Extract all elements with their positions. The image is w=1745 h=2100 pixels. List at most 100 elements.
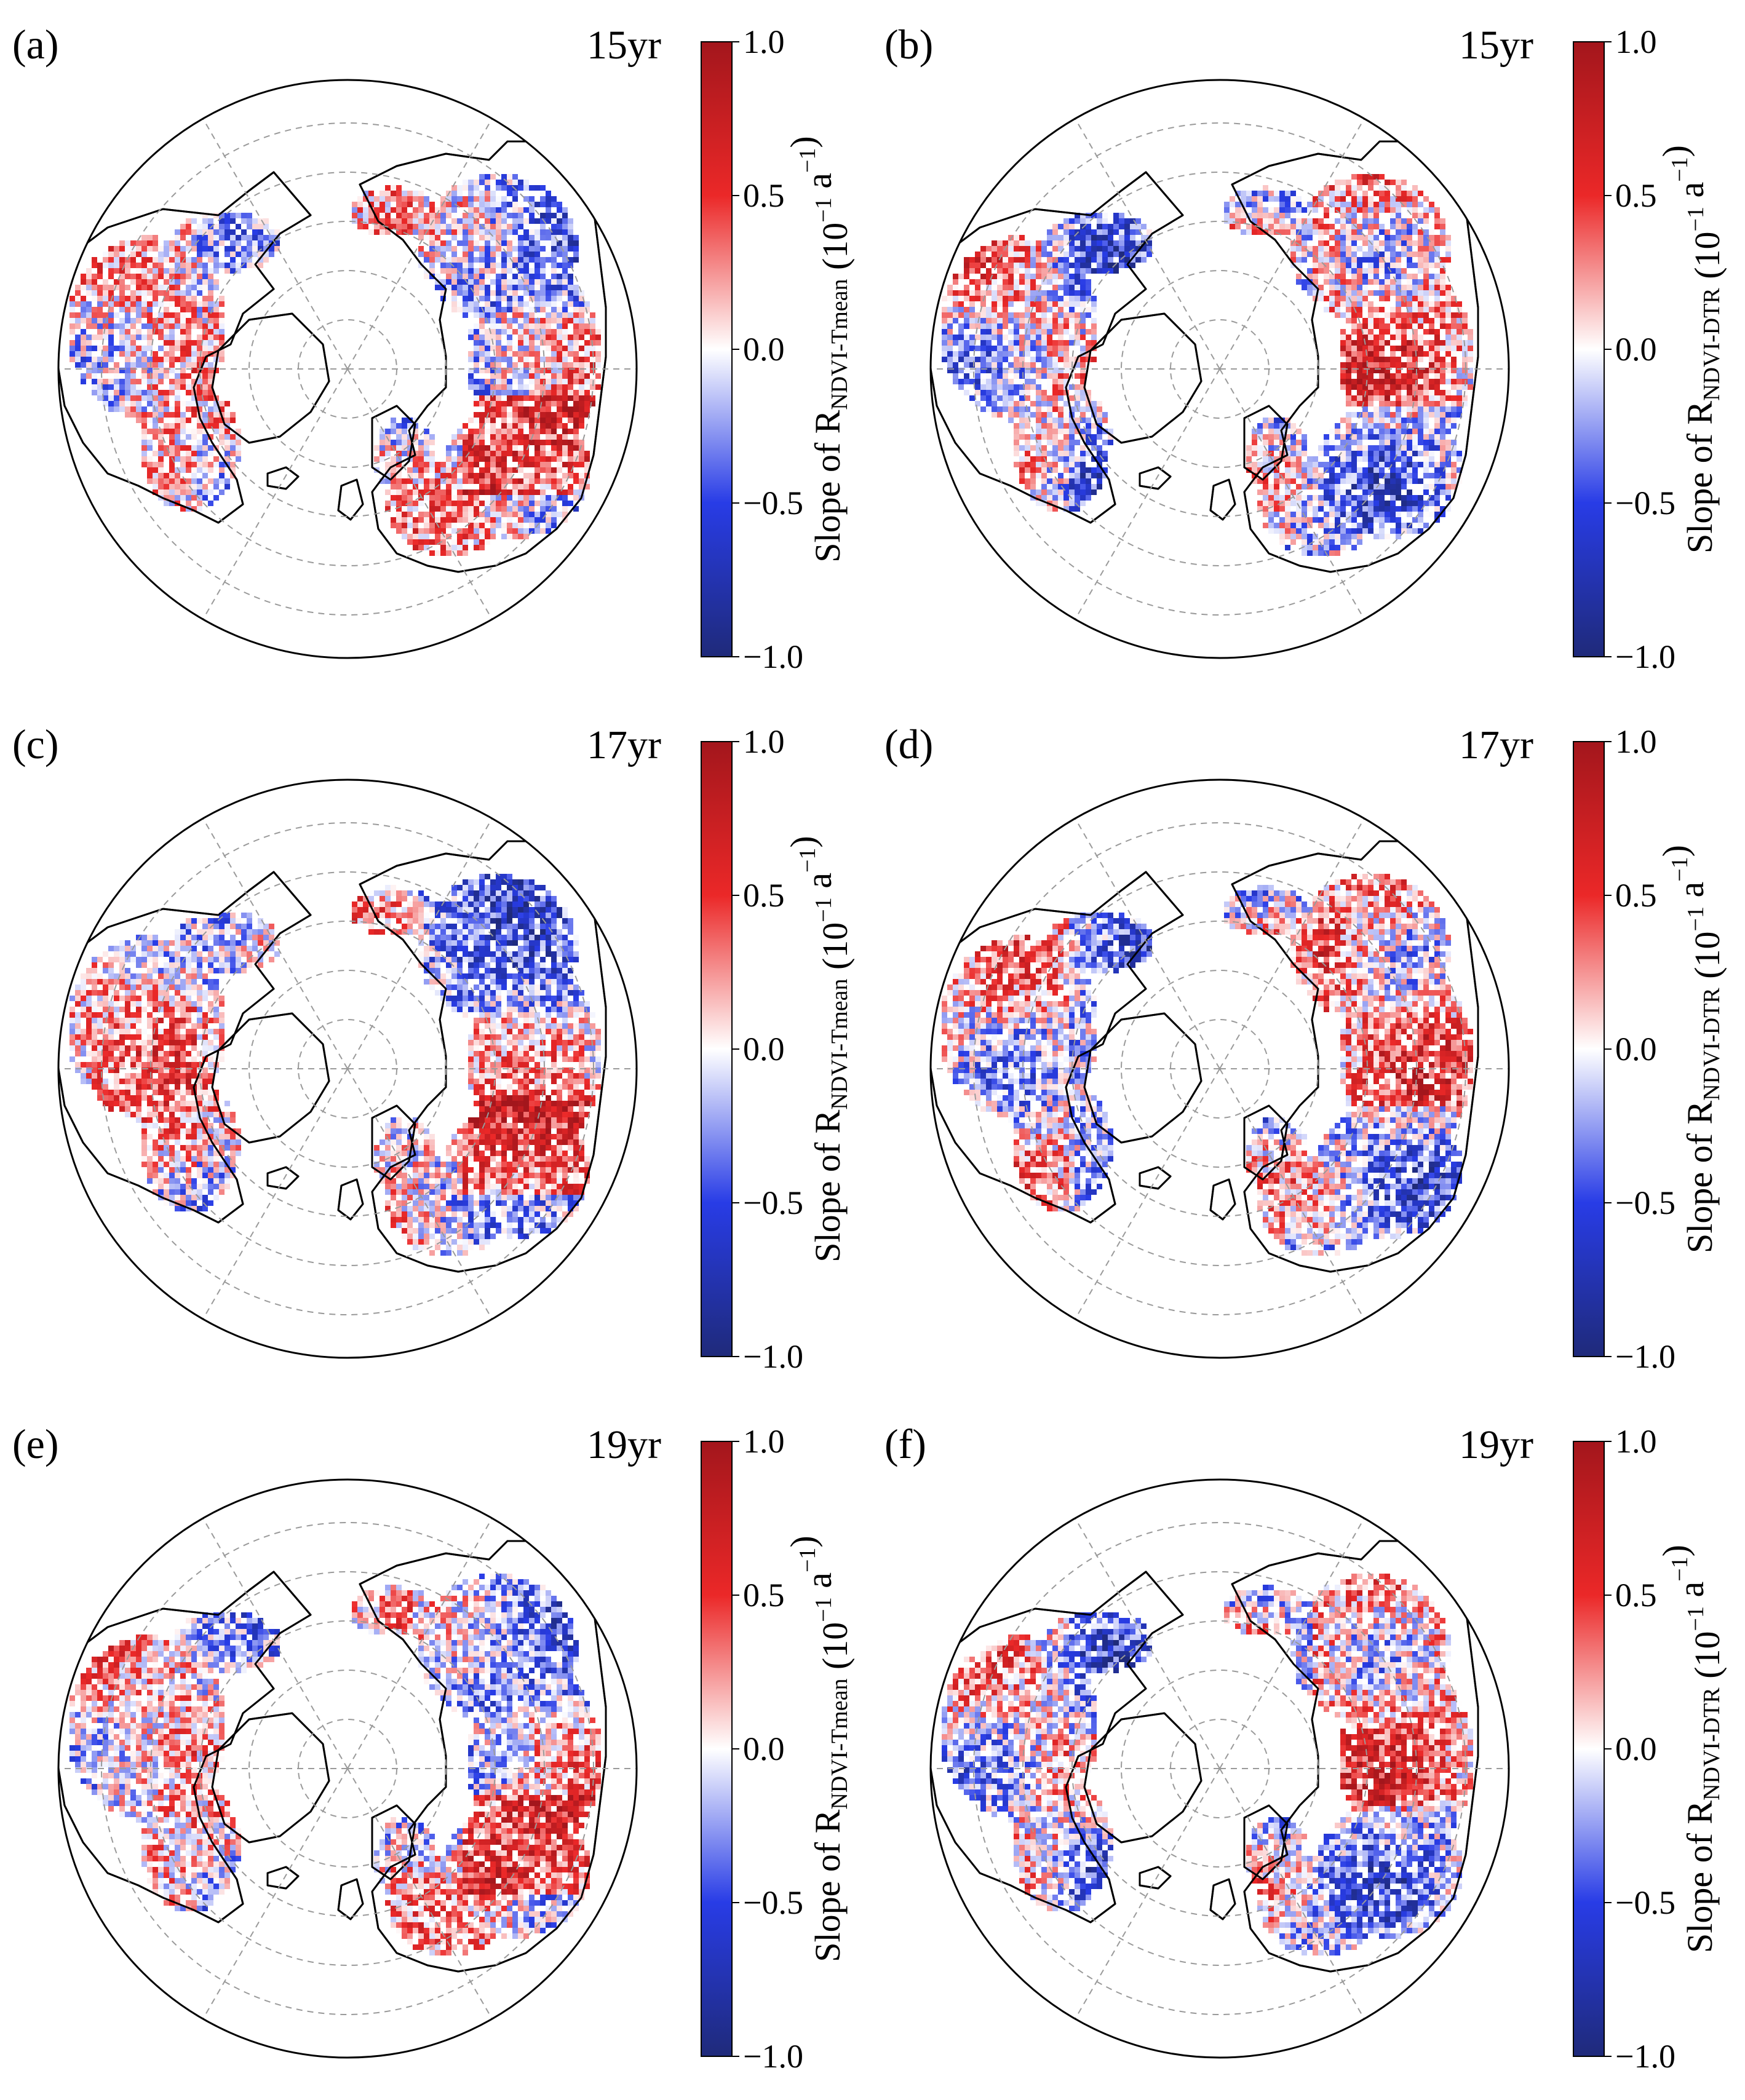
colorbar-tick-label: −0.5 (1615, 485, 1675, 521)
colorbar-title-close: ) (783, 136, 823, 148)
map-panel-svg: (e) 19yr 1.0 0.5 0.0 −0.5 −1.0 Slope of RNDVI-T… (12, 1420, 855, 2075)
map-content (58, 1540, 607, 1973)
map-content (931, 1540, 1479, 1973)
colorbar-tick-label: 0.0 (1615, 1031, 1657, 1068)
colorbar-title-exp2: −1 (1667, 157, 1693, 181)
colorbar-tick-label: −0.5 (743, 485, 803, 521)
period-label: 19yr (1459, 1422, 1533, 1467)
colorbar-title-sub: NDVI-DTR (1699, 288, 1725, 401)
map-content (58, 140, 607, 573)
colorbar (701, 741, 733, 1357)
colorbar-title: Slope of RNDVI-DTR (10−1 a−1) (1655, 145, 1727, 553)
colorbar-title-prefix: Slope of R (808, 1809, 848, 1962)
colorbar-tick-label: 0.0 (743, 1031, 785, 1068)
colorbar-title-unit: (10 (815, 223, 855, 270)
map-content (931, 840, 1479, 1273)
period-label: 15yr (1459, 23, 1533, 68)
period-label: 19yr (587, 1422, 661, 1467)
colorbar (701, 1441, 733, 2057)
graticule (931, 818, 1509, 1320)
slope-raster (70, 174, 601, 556)
panel-c: (c) 17yr 1.0 0.5 0.0 −0.5 −1.0 Slope of RNDVI-T… (0, 700, 872, 1400)
coastlines-overlay (931, 140, 1479, 573)
colorbar-title-unit2: a (1671, 182, 1711, 207)
colorbar-tick-label: 1.0 (743, 1423, 785, 1460)
colorbar-tick-label: 0.5 (1615, 1577, 1657, 1614)
colorbar-tick-label: 1.0 (1615, 23, 1657, 60)
panel-a: (a) 15yr 1.0 0.5 0.0 −0.5 −1.0 Slope of RNDVI-T… (0, 0, 872, 700)
colorbar-title-unit2: a (799, 1572, 839, 1597)
colorbar-title-exp2: −1 (795, 848, 821, 873)
colorbar (1573, 1441, 1605, 2057)
colorbar-title-close: ) (1655, 1545, 1695, 1556)
colorbar (1573, 41, 1605, 657)
colorbar-title-close: ) (1655, 145, 1695, 157)
colorbar-tick-label: −0.5 (743, 1184, 803, 1221)
period-label: 17yr (587, 723, 661, 767)
map-panel-svg: (a) 15yr 1.0 0.5 0.0 −0.5 −1.0 Slope of RNDVI-T… (12, 21, 855, 675)
colorbar-tick-label: −1.0 (1615, 2038, 1675, 2075)
colorbar-tick-label: 0.0 (743, 1730, 785, 1767)
colorbar-tick-label: −0.5 (743, 1884, 803, 1921)
colorbar-title-sub: NDVI-DTR (1699, 1687, 1725, 1801)
colorbar-title-prefix: Slope of R (1680, 1801, 1720, 1953)
colorbar-title-sub: NDVI-Tmean (827, 279, 853, 410)
map-panel-svg: (c) 17yr 1.0 0.5 0.0 −0.5 −1.0 Slope of RNDVI-T… (12, 721, 855, 1375)
panel-label: (e) (12, 1420, 58, 1467)
panel-b: (b) 15yr 1.0 0.5 0.0 −0.5 −1.0 Slope of RNDVI-D… (872, 0, 1744, 700)
colorbar-tick-label: 0.5 (743, 177, 785, 214)
colorbar-tick-label: −1.0 (743, 1338, 803, 1375)
colorbar-title: Slope of RNDVI-Tmean (10−1 a−1) (783, 1535, 855, 1962)
colorbar-title-unit: (10 (1687, 1631, 1727, 1678)
colorbar-tick-label: 0.0 (743, 331, 785, 368)
colorbar-title: Slope of RNDVI-Tmean (10−1 a−1) (783, 836, 855, 1262)
panel-label: (f) (884, 1420, 926, 1467)
slope-raster (70, 874, 601, 1256)
panel-d: (d) 17yr 1.0 0.5 0.0 −0.5 −1.0 Slope of RNDVI-D… (872, 700, 1744, 1400)
colorbar-title-exp1: −1 (811, 1597, 837, 1622)
colorbar-title-sub: NDVI-Tmean (827, 1679, 853, 1810)
colorbar-title-exp1: −1 (811, 897, 837, 922)
map-boundary (929, 779, 1510, 1359)
colorbar-title-sub: NDVI-DTR (1699, 988, 1725, 1101)
colorbar-title-prefix: Slope of R (808, 1109, 848, 1262)
map-boundary (929, 79, 1510, 659)
colorbar-title-exp2: −1 (795, 148, 821, 173)
colorbar-tick-label: −1.0 (1615, 1338, 1675, 1375)
colorbar-title-unit2: a (799, 173, 839, 197)
colorbar-tick-label: −1.0 (1615, 638, 1675, 675)
colorbar-title-exp2: −1 (1667, 1556, 1693, 1581)
map-content (58, 840, 607, 1273)
colorbar-title-prefix: Slope of R (1680, 1101, 1720, 1253)
colorbar-title-exp1: −1 (1683, 1606, 1709, 1631)
colorbar-title-unit: (10 (1687, 231, 1727, 279)
colorbar-title: Slope of RNDVI-DTR (10−1 a−1) (1655, 845, 1727, 1253)
colorbar-title-exp2: −1 (795, 1548, 821, 1572)
panel-label: (d) (884, 721, 933, 767)
map-boundary (57, 79, 638, 659)
graticule (931, 1518, 1509, 2019)
colorbar-title-close: ) (783, 836, 823, 847)
colorbar-tick-label: 0.5 (1615, 177, 1657, 214)
colorbar-tick-label: 0.5 (743, 1577, 785, 1614)
colorbar-title-unit2: a (799, 873, 839, 897)
colorbar-title-unit2: a (1671, 1582, 1711, 1606)
colorbar-tick-label: −1.0 (743, 2038, 803, 2075)
colorbar-title-exp1: −1 (1683, 906, 1709, 931)
colorbar-title-prefix: Slope of R (808, 410, 848, 562)
panel-label: (a) (12, 21, 58, 68)
colorbar-title-unit: (10 (815, 922, 855, 970)
panel-e: (e) 19yr 1.0 0.5 0.0 −0.5 −1.0 Slope of RNDVI-T… (0, 1400, 872, 2099)
map-boundary (57, 1478, 638, 2059)
period-label: 17yr (1459, 723, 1533, 767)
panel-label: (b) (884, 21, 933, 68)
colorbar-title-exp1: −1 (811, 197, 837, 222)
slope-raster (70, 1574, 601, 1955)
graticule (931, 118, 1509, 620)
period-label: 15yr (587, 23, 661, 68)
graticule (58, 118, 637, 620)
map-panel-svg: (b) 15yr 1.0 0.5 0.0 −0.5 −1.0 Slope of RNDVI-D… (884, 21, 1727, 675)
colorbar-title-unit: (10 (815, 1622, 855, 1670)
colorbar (701, 41, 733, 657)
graticule (58, 1518, 637, 2019)
